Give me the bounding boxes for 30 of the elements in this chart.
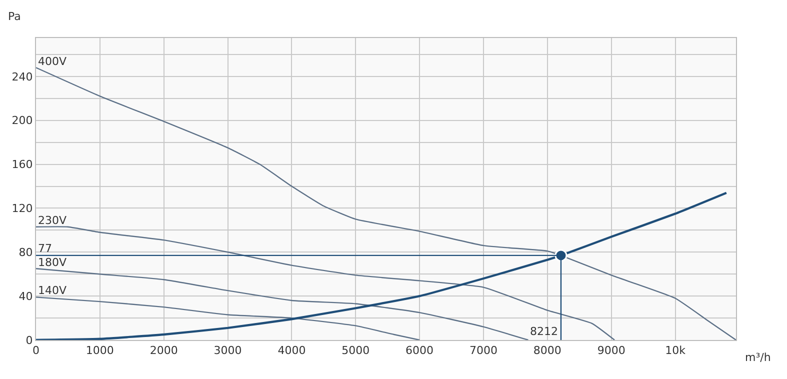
x-tick-label: 3000 (214, 344, 242, 358)
series-label: 140V (38, 284, 67, 297)
x-tick-label: 10k (665, 344, 686, 358)
y-tick-label: 240 (12, 70, 33, 84)
line-series (36, 296, 420, 340)
line-series (36, 268, 529, 340)
y-axis-title: Pa (8, 10, 21, 23)
line-series (36, 226, 616, 340)
y-tick-label: 0 (26, 334, 33, 347)
ref-line-label: 77 (38, 242, 52, 255)
x-tick-label: 8000 (533, 344, 562, 358)
x-tick-label: 5000 (342, 344, 370, 358)
y-tick-label: 40 (18, 290, 33, 303)
x-tick-label: 7000 (469, 344, 498, 358)
y-tick-label: 160 (12, 158, 33, 172)
y-tick-label: 200 (12, 114, 33, 128)
y-tick-label: 80 (18, 246, 33, 259)
line-series (36, 67, 736, 340)
x-tick-label: 4000 (278, 344, 306, 358)
series-label: 180V (38, 256, 67, 269)
line-series (36, 192, 728, 340)
y-tick-label: 120 (12, 202, 33, 216)
x-axis-title: m³/h (745, 351, 771, 364)
series-label: 230V (38, 214, 67, 227)
x-tick-label: 6000 (406, 344, 434, 358)
ref-line-label: 8212 (530, 325, 558, 338)
series-label: 400V (38, 55, 67, 68)
x-tick-label: 1000 (86, 344, 114, 358)
x-tick-label: 9000 (597, 344, 626, 358)
x-tick-label: 2000 (150, 344, 178, 358)
